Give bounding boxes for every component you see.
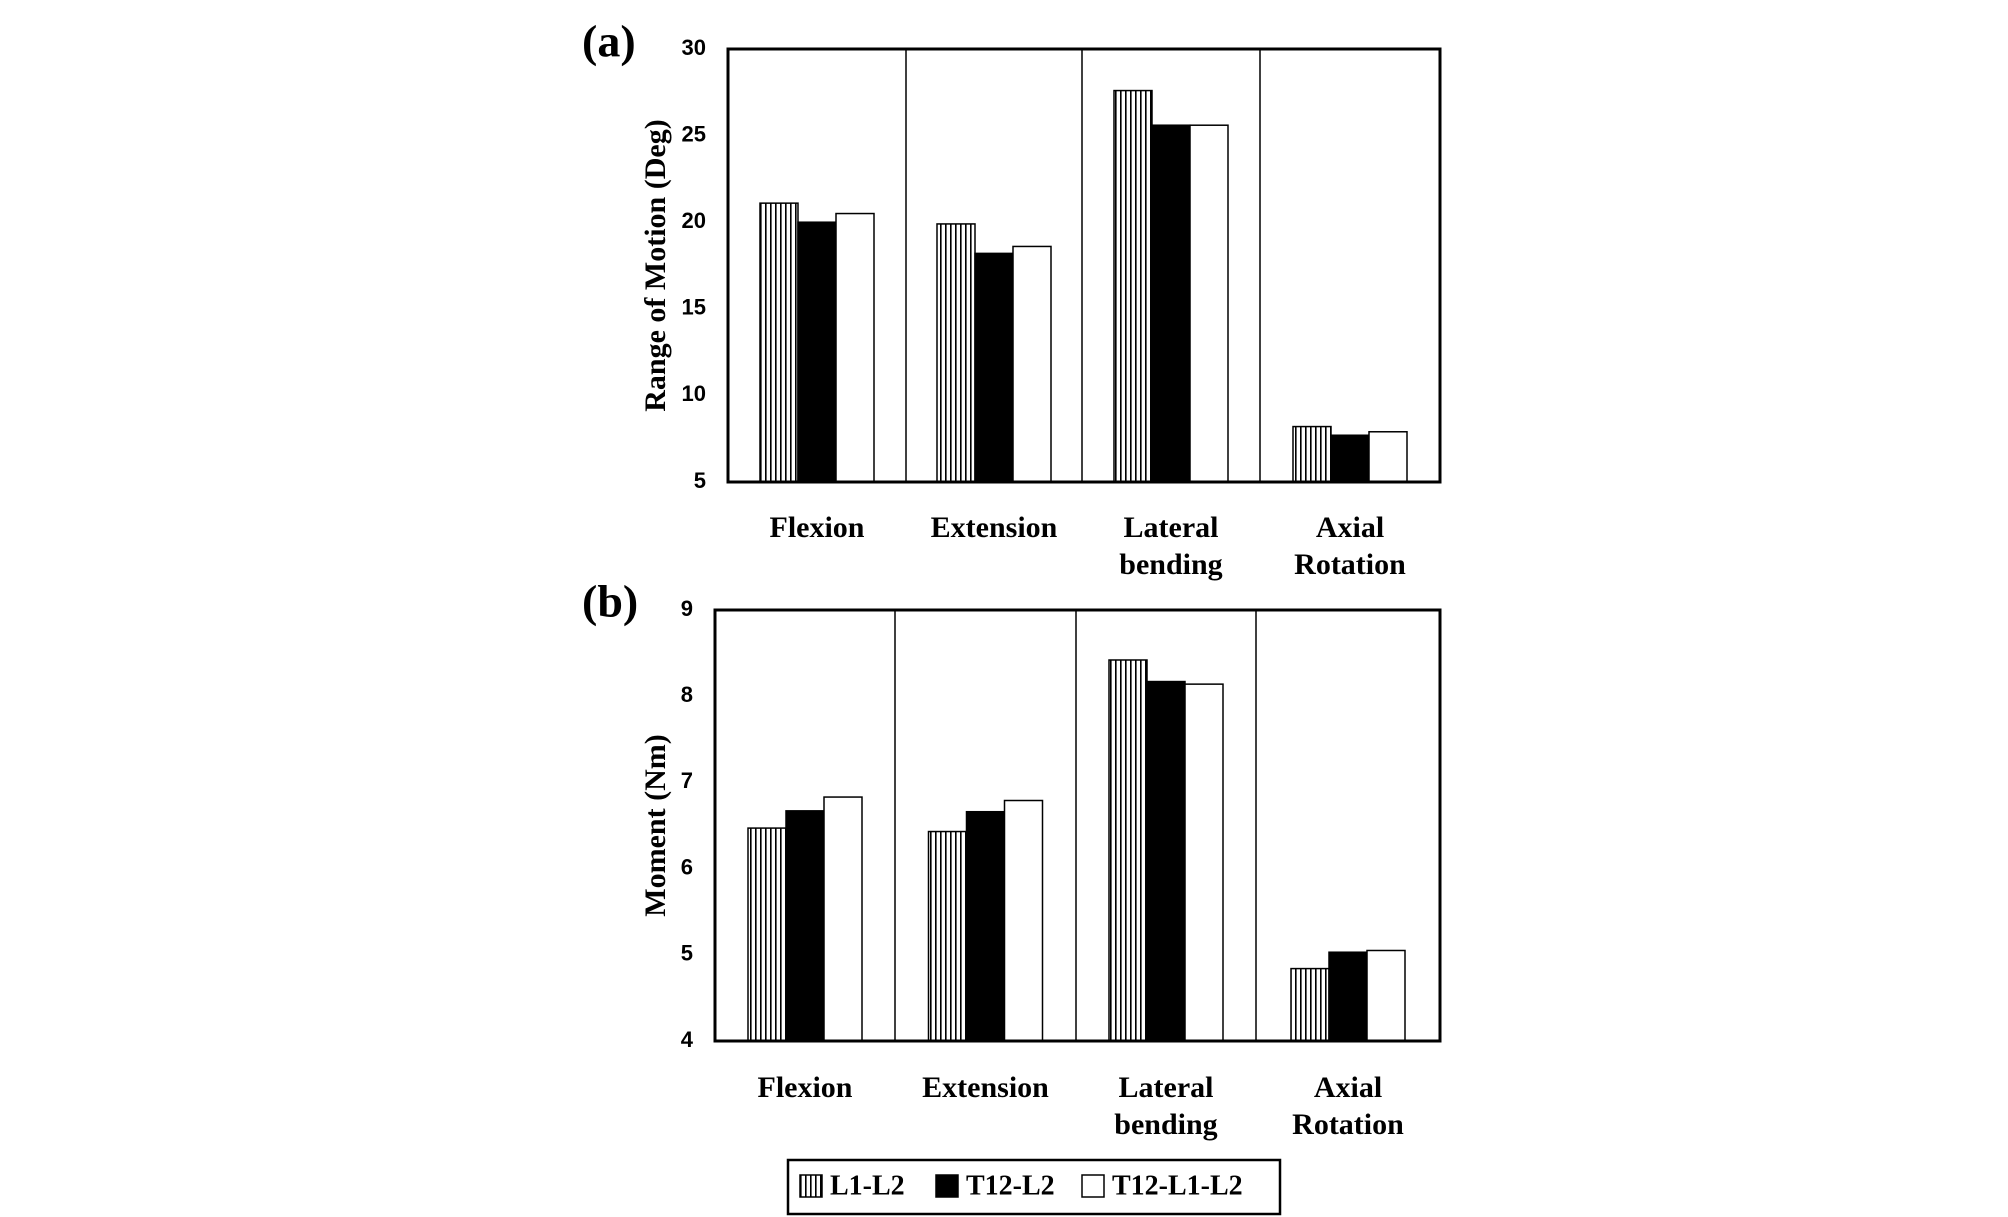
bar-l1-l2 (927, 830, 968, 1042)
bar-t12-l2 (1330, 434, 1370, 483)
bar-l1-l2 (1290, 967, 1330, 1042)
bar-t12-l1-l2 (1366, 949, 1406, 1042)
plot-frame (726, 47, 1442, 484)
y-tick-label: 15 (682, 295, 706, 320)
y-tick-label: 9 (681, 596, 693, 621)
bar-t12-l1-l2 (823, 796, 863, 1042)
y-tick-label: 25 (682, 121, 706, 146)
chart-panel-b: (b) 4 5 6 7 8 9 Moment (Nm) Flexion Extension Late… (582, 576, 1442, 1141)
legend-box (786, 1158, 1282, 1216)
bar-t12-l1-l2 (1012, 245, 1052, 483)
bar-l1-l2 (747, 827, 787, 1042)
y-axis-label: Moment (Nm) (639, 734, 672, 916)
y-tick-label: 7 (681, 768, 693, 793)
y-tick-label: 6 (681, 854, 693, 879)
bar-t12-l2 (965, 810, 1006, 1042)
legend-swatch (799, 1174, 823, 1198)
bar-t12-l2 (785, 810, 825, 1042)
x-category-label: Lateral (1124, 511, 1219, 544)
chart-panel-a: (a) 5 10 15 20 25 30 Range of Motion (Deg) Flexi… (582, 16, 1442, 581)
x-category-label: Rotation (1294, 548, 1406, 581)
legend: L1-L2 T12-L2 T12-L1-L2 (786, 1158, 1282, 1216)
bar-t12-l2 (1328, 951, 1368, 1042)
bar-t12-l2 (974, 252, 1014, 483)
y-tick-label: 5 (681, 941, 693, 966)
bar-l1-l2 (1108, 659, 1148, 1042)
bar-l1-l2 (1113, 89, 1153, 483)
y-tick-label: 4 (681, 1027, 694, 1052)
x-category-label: bending (1114, 1108, 1217, 1141)
y-tick-label: 5 (694, 468, 706, 493)
x-category-label: Axial (1314, 1071, 1382, 1104)
bar-t12-l1-l2 (1189, 124, 1229, 483)
panel-label: (a) (582, 16, 636, 67)
x-category-label: Flexion (758, 1071, 853, 1104)
x-category-label: Extension (922, 1071, 1049, 1104)
y-tick-label: 8 (681, 682, 693, 707)
bar-t12-l2 (1151, 124, 1191, 483)
y-axis-label: Range of Motion (Deg) (639, 119, 672, 411)
plot-frame (713, 608, 1442, 1043)
legend-label: L1-L2 (830, 1170, 905, 1201)
bar-t12-l1-l2 (1184, 683, 1224, 1042)
x-category-label: bending (1119, 548, 1222, 581)
bar-l1-l2 (1292, 425, 1332, 483)
legend-swatch (935, 1174, 959, 1198)
bar-l1-l2 (936, 223, 976, 483)
x-category-label: Flexion (770, 511, 865, 544)
legend-label: T12-L1-L2 (1112, 1170, 1243, 1201)
x-category-label: Axial (1316, 511, 1384, 544)
bar-t12-l2 (1146, 680, 1186, 1042)
bar-t12-l2 (797, 221, 837, 483)
x-category-label: Lateral (1119, 1071, 1214, 1104)
bar-t12-l1-l2 (1368, 431, 1408, 483)
bar-t12-l1-l2 (835, 212, 875, 483)
x-category-label: Extension (931, 511, 1058, 544)
legend-label: T12-L2 (966, 1170, 1055, 1201)
y-tick-label: 20 (682, 208, 706, 233)
panel-label: (b) (582, 576, 638, 627)
bar-l1-l2 (759, 202, 799, 483)
bar-t12-l1-l2 (1003, 799, 1044, 1042)
x-category-label: Rotation (1292, 1108, 1404, 1141)
y-tick-label: 10 (682, 381, 706, 406)
y-tick-label: 30 (682, 35, 706, 60)
legend-swatch (1081, 1174, 1105, 1198)
